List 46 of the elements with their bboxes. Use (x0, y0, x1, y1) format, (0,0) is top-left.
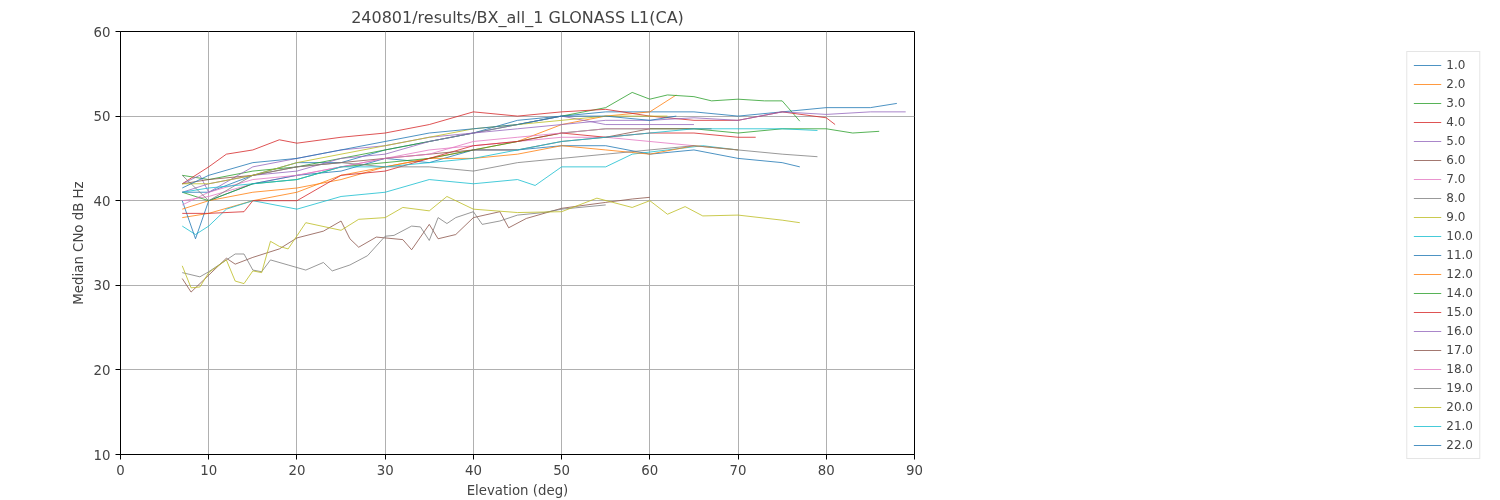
x-tick-label: 40 (464, 462, 482, 478)
line-series (181, 196, 801, 289)
x-axis-title: Elevation (deg) (466, 482, 569, 498)
y-tick-label: 30 (93, 278, 111, 294)
legend-label: 8.0 (1446, 191, 1467, 205)
chart-title: 240801/results/BX_all_1 GLONASS L1(CA) (351, 7, 684, 28)
line-series (181, 145, 818, 202)
legend-label: 10.0 (1446, 229, 1473, 243)
y-tick-label: 60 (93, 24, 111, 40)
line-series (181, 196, 651, 293)
legend-label: 22.0 (1446, 438, 1473, 452)
legend-label: 4.0 (1446, 115, 1467, 129)
legend-label: 11.0 (1446, 248, 1473, 262)
x-tick-label: 60 (641, 462, 659, 478)
legend-label: 17.0 (1446, 343, 1473, 357)
y-tick-label: 40 (93, 193, 111, 209)
x-tick-label: 90 (906, 462, 923, 478)
legend-label: 9.0 (1446, 210, 1467, 224)
x-tick-label: 80 (817, 462, 835, 478)
legend-label: 20.0 (1446, 400, 1473, 414)
legend-label: 16.0 (1446, 324, 1473, 338)
legend-label: 6.0 (1446, 153, 1467, 167)
y-tick-label: 20 (93, 362, 111, 378)
legend-label: 18.0 (1446, 362, 1473, 376)
x-tick-label: 20 (288, 462, 306, 478)
legend-label: 12.0 (1446, 267, 1473, 281)
legend-label: 15.0 (1446, 305, 1473, 319)
legend-label: 19.0 (1446, 381, 1473, 395)
x-tick-label: 30 (376, 462, 394, 478)
x-tick-label: 0 (116, 462, 125, 478)
line-series (181, 128, 818, 193)
y-tick-label: 10 (93, 447, 111, 463)
legend-label: 3.0 (1446, 96, 1467, 110)
x-tick-label: 10 (200, 462, 218, 478)
legend-label: 14.0 (1446, 286, 1473, 300)
legend-label: 1.0 (1446, 58, 1467, 72)
y-axis-title: Median CNo dB Hz (70, 181, 86, 305)
legend-label: 2.0 (1446, 77, 1467, 91)
x-tick-label: 70 (729, 462, 747, 478)
legend-label: 21.0 (1446, 419, 1473, 433)
line-series (181, 132, 757, 214)
x-tick-label: 50 (553, 462, 571, 478)
y-tick-label: 50 (93, 109, 111, 125)
legend-label: 7.0 (1446, 172, 1467, 186)
legend-label: 5.0 (1446, 134, 1467, 148)
line-series (181, 204, 607, 278)
